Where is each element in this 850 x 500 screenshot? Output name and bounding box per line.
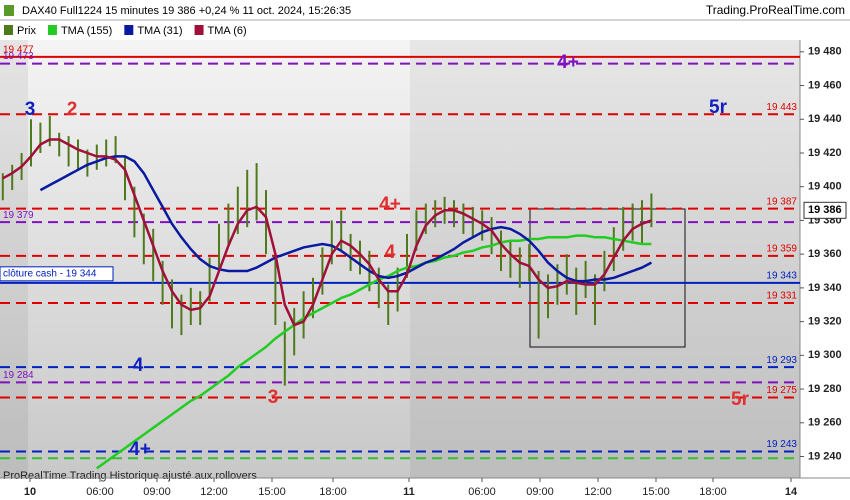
legend-label: TMA (6) bbox=[208, 25, 247, 37]
x-tick-label: 06:00 bbox=[468, 486, 496, 498]
level-label: 19 359 bbox=[766, 243, 797, 254]
level-label: 19 473 bbox=[3, 51, 34, 62]
x-tick-label: 12:00 bbox=[584, 486, 612, 498]
level-label: 19 387 bbox=[766, 196, 797, 207]
last-price-box bbox=[803, 201, 847, 219]
x-tick-label: 11 bbox=[403, 486, 415, 498]
x-tick-label: 18:00 bbox=[699, 486, 727, 498]
annotation: 3 bbox=[25, 99, 36, 120]
legend-label: TMA (31) bbox=[137, 25, 182, 37]
cash-label-box bbox=[0, 266, 114, 282]
level-label: 19 284 bbox=[3, 370, 34, 381]
legend-swatch bbox=[4, 25, 13, 35]
icon bbox=[4, 5, 14, 16]
level-label: 19 243 bbox=[766, 439, 797, 450]
plot-background bbox=[0, 40, 800, 478]
footer: ProRealTime Trading Historique ajusté au… bbox=[3, 470, 257, 482]
x-tick-label: 15:00 bbox=[642, 486, 670, 498]
last-price-label: 19 386 bbox=[808, 204, 842, 216]
annotation: 4+ bbox=[557, 52, 579, 73]
x-tick-label: 14 bbox=[785, 486, 798, 498]
y-tick-label: 19 240 bbox=[808, 450, 842, 462]
annotation: 2 bbox=[67, 99, 78, 120]
level-label: 19 443 bbox=[766, 102, 797, 113]
x-tick-label: 06:00 bbox=[86, 486, 114, 498]
annotation: 5r bbox=[731, 389, 750, 410]
y-tick-label: 19 320 bbox=[808, 316, 842, 328]
x-tick-label: 09:00 bbox=[526, 486, 554, 498]
annotation: 4 bbox=[133, 355, 144, 376]
level-label: 19 331 bbox=[766, 291, 797, 302]
annotation: 4+ bbox=[129, 439, 151, 460]
y-tick-label: 19 400 bbox=[808, 181, 842, 193]
x-tick-label: 09:00 bbox=[143, 486, 171, 498]
x-tick-label: 15:00 bbox=[258, 486, 286, 498]
tma-line bbox=[39, 155, 652, 283]
legend-swatch bbox=[194, 25, 204, 35]
annotation: 4 bbox=[385, 242, 396, 263]
level-label: 19 275 bbox=[766, 385, 797, 396]
chart-title: DAX40 Full1224 15 minutes 19 386 +0,24 %… bbox=[22, 5, 351, 17]
level-label: 19 477 bbox=[3, 45, 34, 56]
y-tick-label: 19 340 bbox=[808, 282, 842, 294]
x-tick-label: 10 bbox=[24, 486, 36, 498]
axis-background bbox=[800, 40, 850, 478]
y-tick-label: 19 260 bbox=[808, 417, 842, 429]
level-label: 19 293 bbox=[766, 355, 797, 366]
cash-label: clôture cash - 19 344 bbox=[3, 268, 97, 279]
y-tick-label: 19 420 bbox=[808, 147, 842, 159]
tma-line bbox=[2, 138, 652, 327]
y-tick-label: 19 280 bbox=[808, 383, 842, 395]
y-tick-label: 19 460 bbox=[808, 79, 842, 91]
x-tick-label: 12:00 bbox=[200, 486, 228, 498]
y-tick-label: 19 480 bbox=[808, 46, 842, 58]
y-tick-label: 19 300 bbox=[808, 349, 842, 361]
legend-swatch bbox=[124, 25, 134, 35]
session-shade bbox=[0, 40, 28, 478]
y-tick-label: 19 360 bbox=[808, 248, 842, 260]
legend-swatch bbox=[47, 25, 57, 35]
x-tick-label: 18:00 bbox=[319, 486, 347, 498]
annotation: 3 bbox=[268, 387, 279, 408]
legend-label: Prix bbox=[17, 25, 36, 37]
tma-line bbox=[96, 234, 652, 470]
y-tick-label: 19 440 bbox=[808, 113, 842, 125]
level-label: 19 343 bbox=[766, 270, 797, 281]
annotation: 4+ bbox=[379, 194, 401, 215]
source: Trading.ProRealTime.com bbox=[706, 3, 845, 17]
legend-label: TMA (155) bbox=[61, 25, 112, 37]
annotation: 5r bbox=[709, 97, 728, 118]
level-label: 19 379 bbox=[3, 210, 34, 221]
